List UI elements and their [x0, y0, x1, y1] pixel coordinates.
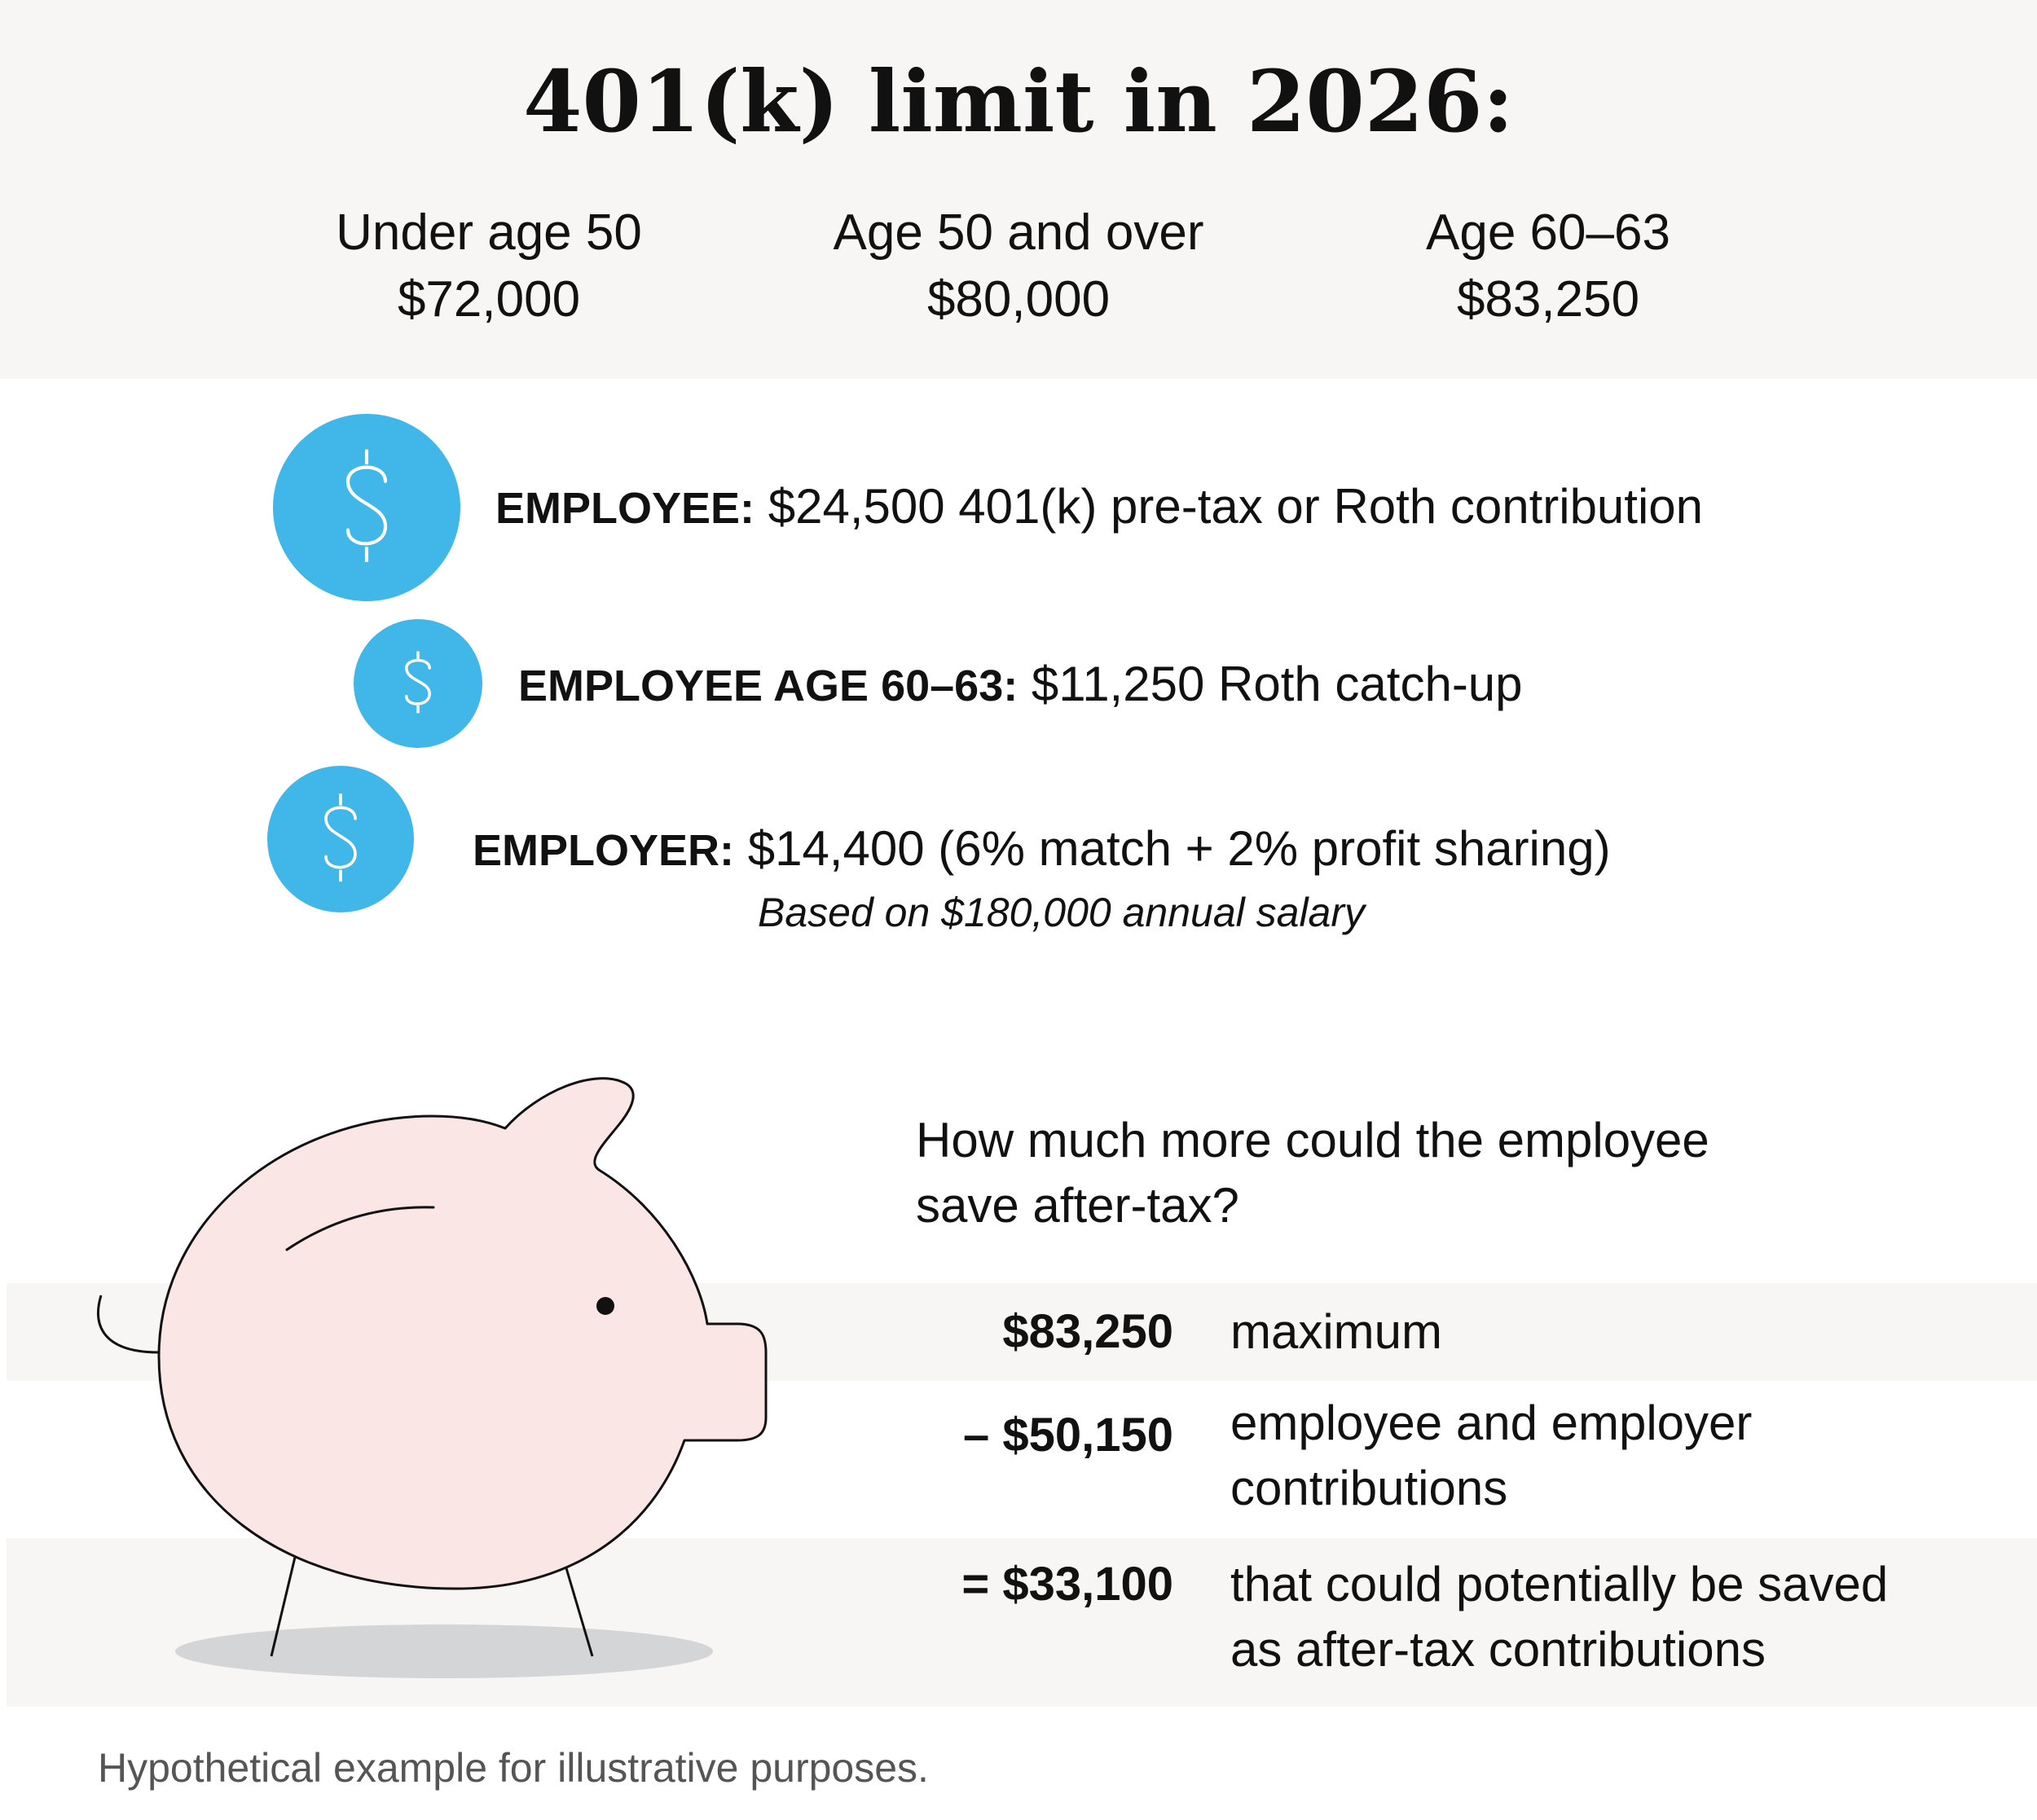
- dollar-coin-icon: [354, 619, 482, 748]
- limit-60-63: Age 60–63 $83,250: [1263, 200, 1833, 333]
- calc-amount-contributions: – $50,150: [962, 1409, 1173, 1462]
- contribution-label: EMPLOYEE:: [495, 484, 755, 533]
- contribution-text: $24,500 401(k) pre-tax or Roth contribut…: [755, 479, 1704, 534]
- calc-desc-contributions: employee and employer contributions: [1230, 1391, 2013, 1521]
- limit-value: $80,000: [926, 271, 1111, 328]
- limit-under-50: Under age 50 $72,000: [204, 200, 774, 333]
- calc-amount-maximum: $83,250: [1002, 1305, 1173, 1358]
- limit-50-and-over: Age 50 and over $80,000: [733, 200, 1304, 333]
- calc-desc-line: employee and employer: [1230, 1396, 1753, 1450]
- contribution-text: $11,250 Roth catch-up: [1018, 657, 1523, 711]
- limit-label: Under age 50: [336, 204, 642, 261]
- question: How much more could the employee save af…: [916, 1108, 1975, 1238]
- calc-desc-after-tax: that could potentially be saved as after…: [1230, 1552, 2013, 1682]
- contribution-employer: EMPLOYER: $14,400 (6% match + 2% profit …: [473, 816, 1611, 883]
- contribution-employee: EMPLOYEE: $24,500 401(k) pre-tax or Roth…: [495, 474, 1703, 541]
- limit-label: Age 60–63: [1426, 204, 1670, 261]
- salary-note: Based on $180,000 annual salary: [758, 890, 1366, 935]
- calc-desc-maximum: maximum: [1230, 1299, 2013, 1365]
- header-band: [0, 0, 2037, 379]
- dollar-coin-icon: [267, 766, 414, 912]
- limit-value: $72,000: [397, 271, 581, 328]
- question-line: How much more could the employee: [916, 1113, 1709, 1167]
- limit-label: Age 50 and over: [833, 204, 1204, 261]
- calc-desc-line: as after-tax contributions: [1230, 1622, 1766, 1677]
- limit-value: $83,250: [1456, 271, 1640, 328]
- contribution-text: $14,400 (6% match + 2% profit sharing): [734, 821, 1611, 876]
- contribution-employee-age-60-63: EMPLOYEE AGE 60–63: $11,250 Roth catch-u…: [518, 652, 1523, 719]
- calc-desc-line: maximum: [1230, 1304, 1443, 1359]
- calc-desc-line: that could potentially be saved: [1230, 1557, 1889, 1611]
- contribution-label: EMPLOYEE AGE 60–63:: [518, 662, 1018, 710]
- question-line: save after-tax?: [916, 1178, 1239, 1233]
- calc-amount-after-tax: = $33,100: [961, 1558, 1173, 1611]
- footer-disclaimer: Hypothetical example for illustrative pu…: [98, 1745, 929, 1791]
- contribution-label: EMPLOYER:: [473, 826, 735, 875]
- page-title: 401(k) limit in 2026:: [523, 51, 1514, 152]
- calc-desc-line: contributions: [1230, 1461, 1508, 1515]
- dollar-coin-icon: [273, 414, 460, 601]
- piggy-bank-icon: [97, 1077, 768, 1678]
